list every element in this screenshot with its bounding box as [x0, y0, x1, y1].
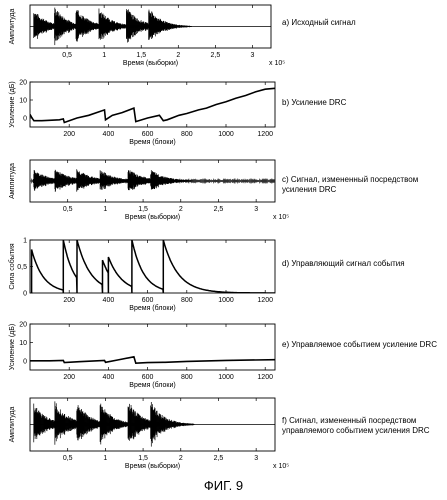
x-tick-label-f-6: 3 — [254, 455, 258, 462]
x-tick-label-e-1: 200 — [63, 374, 75, 381]
x-tick-label-f-3: 1,5 — [138, 455, 148, 462]
y-axis-label-b: Усиление (дБ) — [9, 81, 16, 127]
x-axis-label-b: Время (блоки) — [129, 138, 175, 146]
y-axis-label-a: Амплитуда — [9, 8, 16, 44]
x-tick-label-b-3: 600 — [142, 131, 154, 138]
plot-area-f — [30, 401, 275, 446]
x-axis-label-a: Время (выборки) — [123, 59, 178, 67]
x-axis-label-e: Время (блоки) — [129, 381, 175, 389]
x-tick-label-e-6: 1200 — [257, 374, 273, 381]
x-tick-label-c-6: 3 — [254, 206, 258, 213]
x-tick-label-a-2: 1 — [102, 52, 106, 59]
x-tick-label-c-5: 2,5 — [214, 206, 224, 213]
y-tick-label-d-2: 0,5 — [17, 264, 27, 271]
x-tick-label-b-4: 800 — [181, 131, 193, 138]
x-tick-label-a-6: 3 — [251, 52, 255, 59]
x-tick-label-b-6: 1200 — [257, 131, 273, 138]
x-tick-label-a-1: 0,5 — [62, 52, 72, 59]
series-line-e — [30, 357, 275, 363]
panel-a: 0,5 1 1,5 2 2,5 3 Время (выборки) Амплитуда x 10… — [9, 5, 285, 67]
x-exponent-label-c: x 10⁵ — [273, 214, 289, 221]
x-tick-label-e-2: 400 — [103, 374, 115, 381]
caption-e: e) Управляемое событием усиление DRC — [282, 340, 437, 350]
x-tick-label-d-2: 400 — [103, 297, 115, 304]
series-line-b — [30, 88, 275, 122]
plot-area-b — [30, 88, 275, 122]
x-tick-label-c-4: 2 — [179, 206, 183, 213]
x-tick-label-e-5: 1000 — [218, 374, 234, 381]
y-tick-label-d-1: 0 — [23, 291, 27, 298]
x-tick-label-c-2: 1 — [103, 206, 107, 213]
x-tick-label-d-4: 800 — [181, 297, 193, 304]
y-tick-label-e-2: 10 — [19, 340, 27, 347]
x-tick-label-b-5: 1000 — [218, 131, 234, 138]
x-axis-label-f: Время (выборки) — [125, 462, 180, 470]
burst-f-6 — [151, 402, 194, 447]
x-tick-label-e-3: 600 — [142, 374, 154, 381]
panel-c: 0,5 1 1,5 2 2,5 3 Время (выборки) Амплитуда x 10… — [9, 160, 289, 221]
plot-area-d — [32, 240, 275, 293]
axes-frame-b — [30, 82, 275, 127]
caption-c: c) Сигнал, измененный посредством усилен… — [282, 175, 447, 195]
x-exponent-label-f: x 10⁵ — [273, 463, 289, 470]
x-axis-label-d: Время (блоки) — [129, 304, 175, 312]
panel-f: 0,5 1 1,5 2 2,5 3 Время (выборки) Амплитуда x 10… — [9, 398, 289, 470]
x-tick-label-b-1: 200 — [63, 131, 75, 138]
panel-b: 200 400 600 800 1000 1200 0 10 20 Время (блоки) Ус… — [9, 80, 275, 147]
caption-d: d) Управляющий сигнал события — [282, 259, 405, 269]
x-tick-label-f-1: 0,5 — [63, 455, 73, 462]
burst-a-6 — [149, 10, 192, 40]
x-tick-label-c-1: 0,5 — [63, 206, 73, 213]
series-line-d — [32, 240, 275, 293]
caption-f: f) Сигнал, измененный посредством управл… — [282, 416, 447, 436]
y-axis-label-e: Усиление (дБ) — [9, 324, 16, 370]
x-tick-label-c-3: 1,5 — [138, 206, 148, 213]
caption-a: a) Исходный сигнал — [282, 18, 356, 28]
plot-area-c — [30, 169, 275, 192]
panel-d: 200 400 600 800 1000 1200 0 0,5 1 Время (блоки) Си… — [8, 238, 275, 313]
x-tick-label-a-5: 2,5 — [211, 52, 221, 59]
y-tick-label-e-1: 0 — [23, 358, 27, 365]
y-tick-label-b-1: 0 — [23, 116, 27, 123]
x-axis-label-c: Время (выборки) — [125, 213, 180, 221]
axes-frame-d — [30, 240, 275, 293]
plot-area-a — [30, 8, 271, 45]
x-tick-label-a-3: 1,5 — [136, 52, 146, 59]
x-tick-label-b-2: 400 — [103, 131, 115, 138]
x-tick-label-f-2: 1 — [103, 455, 107, 462]
figure-label: ФИГ. 9 — [0, 478, 447, 493]
y-tick-label-b-2: 10 — [19, 98, 27, 105]
y-tick-label-b-3: 20 — [19, 80, 27, 87]
y-axis-label-f: Амплитуда — [9, 406, 16, 442]
x-tick-label-f-5: 2,5 — [214, 455, 224, 462]
x-tick-label-a-4: 2 — [176, 52, 180, 59]
x-tick-label-f-4: 2 — [179, 455, 183, 462]
caption-b: b) Усиление DRC — [282, 98, 346, 108]
x-tick-label-e-4: 800 — [181, 374, 193, 381]
x-tick-label-d-3: 600 — [142, 297, 154, 304]
y-tick-label-d-3: 1 — [23, 238, 27, 245]
x-exponent-label-a: x 10⁵ — [269, 60, 285, 67]
x-tick-label-d-6: 1200 — [257, 297, 273, 304]
x-tick-label-d-1: 200 — [63, 297, 75, 304]
panel-e: 200 400 600 800 1000 1200 0 10 20 Время (блоки) Ус… — [9, 322, 275, 390]
y-axis-label-c: Амплитуда — [9, 163, 16, 199]
y-tick-label-e-3: 20 — [19, 322, 27, 329]
y-axis-label-d: Сила события — [8, 243, 16, 290]
plot-area-e — [30, 357, 275, 363]
x-tick-label-d-5: 1000 — [218, 297, 234, 304]
